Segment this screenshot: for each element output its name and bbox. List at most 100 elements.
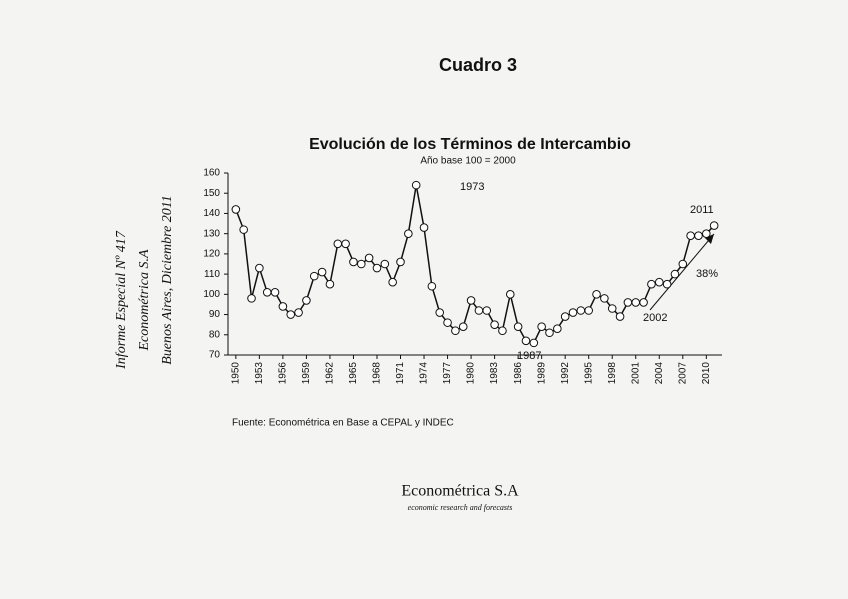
x-tick-label: 2001: [630, 362, 641, 385]
x-tick-label: 1956: [278, 362, 289, 385]
marker: [341, 239, 350, 249]
marker: [647, 279, 656, 289]
x-tick-label: 2010: [701, 362, 712, 385]
marker: [325, 279, 335, 289]
marker: [639, 298, 648, 307]
marker: [600, 294, 609, 303]
marker: [278, 302, 288, 311]
x-tick-label: 1965: [348, 362, 359, 385]
marker: [694, 231, 703, 240]
marker: [686, 231, 695, 240]
marker: [615, 312, 625, 321]
footer-tagline: economic research and forecasts: [408, 503, 513, 512]
marker: [396, 257, 405, 267]
x-tick-label: 2004: [654, 362, 665, 385]
x-tick-label: 1986: [513, 362, 524, 385]
marker: [404, 229, 413, 238]
x-tick-label: 1998: [607, 362, 618, 385]
marker: [239, 225, 248, 234]
marker: [654, 277, 664, 287]
x-tick-label: 1989: [536, 362, 547, 385]
marker: [317, 267, 327, 277]
marker: [607, 304, 617, 313]
annotation: 2002: [643, 312, 667, 324]
marker: [333, 239, 343, 249]
y-tick-label: 140: [203, 208, 220, 219]
marker: [458, 322, 468, 331]
note-line: Econométrica S.A: [137, 249, 152, 352]
marker: [482, 306, 492, 315]
marker: [592, 290, 601, 299]
y-tick-label: 90: [209, 309, 221, 320]
marker: [521, 336, 531, 346]
marker: [490, 320, 499, 329]
note-line: Informe Especial Nº 417: [114, 230, 129, 370]
marker: [529, 338, 539, 348]
marker: [568, 308, 578, 317]
marker: [576, 306, 586, 315]
marker: [702, 229, 711, 238]
y-tick-label: 130: [203, 228, 220, 239]
x-tick-label: 1959: [301, 362, 312, 385]
marker: [309, 271, 319, 281]
annotation: 1973: [460, 181, 484, 193]
marker: [443, 318, 452, 327]
x-tick-label: 1971: [395, 362, 406, 385]
marker: [631, 298, 641, 307]
marker: [623, 298, 633, 307]
marker: [364, 253, 374, 263]
marker: [372, 263, 382, 273]
x-tick-label: 1983: [489, 362, 500, 385]
x-tick-label: 1953: [254, 362, 265, 385]
annotation: 1987: [517, 350, 541, 362]
y-tick-label: 150: [203, 188, 220, 199]
marker: [662, 279, 672, 289]
x-tick-label: 1974: [419, 362, 430, 385]
marker: [474, 306, 484, 315]
marker: [498, 326, 507, 336]
x-tick-label: 1950: [230, 362, 241, 385]
arrow-head: [705, 234, 714, 244]
y-tick-label: 100: [203, 289, 220, 300]
marker: [349, 257, 358, 267]
source: Fuente: Econométrica en Base a CEPAL y I…: [232, 418, 454, 429]
marker: [709, 221, 719, 230]
marker: [388, 277, 397, 287]
marker: [435, 308, 445, 317]
marker: [451, 326, 460, 336]
x-tick-label: 1980: [466, 362, 477, 385]
x-tick-label: 1968: [372, 362, 383, 385]
y-tick-label: 120: [203, 249, 220, 260]
marker: [247, 294, 256, 303]
annotation: 38%: [696, 268, 718, 280]
chart-subtitle: Año base 100 = 2000: [420, 156, 516, 167]
marker: [262, 288, 272, 297]
marker: [302, 296, 311, 305]
note-line: Buenos Aires, Diciembre 2011: [160, 195, 175, 365]
y-tick-label: 160: [203, 168, 220, 179]
annotation: 2011: [690, 204, 714, 216]
footer-company: Econométrica S.A: [401, 483, 519, 500]
x-tick-label: 1977: [442, 362, 453, 385]
marker: [357, 259, 366, 269]
marker: [255, 263, 264, 273]
marker: [513, 322, 523, 331]
marker: [560, 312, 570, 321]
marker: [411, 180, 421, 190]
marker: [427, 281, 437, 291]
chart-title: Evolución de los Términos de Intercambio: [309, 136, 631, 153]
y-tick-label: 70: [209, 350, 221, 361]
marker: [270, 288, 280, 297]
x-tick-label: 2007: [677, 362, 688, 385]
marker: [419, 223, 429, 232]
marker: [670, 269, 680, 279]
marker: [537, 322, 546, 331]
marker: [545, 328, 554, 338]
marker: [584, 306, 593, 315]
heading: Cuadro 3: [439, 55, 517, 75]
y-tick-label: 110: [204, 269, 220, 280]
handwritten-note: Informe Especial Nº 417 Econométrica S.A…: [114, 195, 175, 370]
y-tick-label: 80: [209, 329, 221, 340]
